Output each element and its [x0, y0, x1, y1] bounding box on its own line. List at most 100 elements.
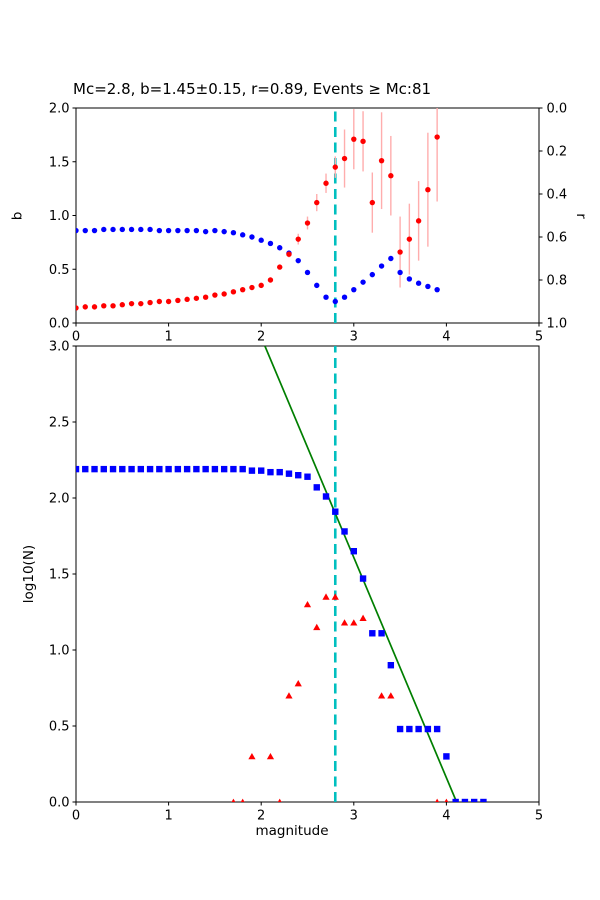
r-dot	[314, 199, 320, 206]
cumulative-square	[350, 548, 357, 555]
b-dot	[175, 227, 181, 234]
r-dot	[138, 300, 144, 307]
b-dot	[249, 234, 255, 240]
chart-title: Mc=2.8, b=1.45±0.15, r=0.89, Events ≥ Mc…	[73, 80, 432, 98]
cumulative-square	[109, 465, 117, 473]
b-dot	[230, 230, 237, 236]
right-tick-label: 1.0	[547, 317, 568, 332]
cumulative-square	[193, 465, 200, 473]
b-dot	[138, 226, 144, 233]
top-x-ticks: 0 1 2 3 4 5	[72, 323, 543, 345]
top-right-ticks: 0.0 0.2 0.4 0.6 0.8 1.0	[539, 102, 567, 332]
top-y-ticks: 0.0 0.5 1.0 1.5 2.0	[49, 102, 76, 332]
right-tick-label: 0.0	[547, 102, 568, 117]
r-dot	[332, 164, 338, 170]
y-tick-label: 2.0	[49, 492, 70, 507]
bottom-x-ticks: 0 1 2 3 4 5	[72, 802, 543, 824]
incremental-triangle	[359, 614, 367, 621]
cumulative-square	[174, 465, 182, 473]
b-dot	[425, 283, 431, 290]
x-tick-label: 3	[350, 809, 358, 824]
x-tick-label: 3	[350, 330, 358, 345]
r-dot	[249, 284, 255, 291]
cumulative-square	[267, 468, 274, 476]
incremental-triangle	[340, 619, 349, 626]
cumulative-square	[82, 465, 89, 473]
b-dot	[369, 271, 376, 278]
incremental-triangle	[435, 798, 440, 802]
r-dot	[221, 291, 227, 297]
x-tick-label: 5	[535, 809, 543, 824]
b-dot	[378, 263, 385, 269]
b-dot	[295, 257, 301, 264]
r-dot	[258, 282, 264, 289]
x-tick-label: 1	[164, 330, 172, 345]
b-dot	[267, 240, 274, 247]
y-tick-label: 2.5	[49, 416, 70, 431]
r-dot	[147, 299, 153, 306]
bottom-plot-frame	[75, 345, 540, 803]
r-dot	[425, 187, 431, 193]
b-dot	[101, 226, 107, 233]
cumulative-square	[369, 630, 376, 637]
cumulative-square	[230, 465, 237, 473]
incremental-triangle	[387, 692, 395, 699]
cumulative-square	[211, 465, 219, 473]
b-dot	[128, 226, 135, 233]
gr-fit-line	[264, 346, 458, 802]
bottom-y-ticks: 0.0 0.5 1.0 1.5 2.0 2.5 3.0	[49, 340, 76, 811]
cumulative-square	[248, 467, 256, 474]
r-dot	[323, 180, 329, 186]
r-dot	[156, 298, 163, 305]
cumulative-square	[322, 493, 330, 500]
b-dot	[110, 226, 116, 233]
r-dot	[378, 157, 385, 164]
r-dot	[101, 303, 107, 309]
b-dot	[156, 227, 163, 234]
cumulative-square	[137, 465, 145, 473]
cumulative-square	[119, 465, 126, 473]
r-dot	[351, 136, 357, 142]
cumulative-square	[341, 528, 348, 535]
cumulative-square	[332, 508, 339, 515]
incremental-triangle	[285, 692, 293, 699]
cumulative-square	[239, 465, 246, 473]
b-dot	[165, 227, 172, 234]
cumulative-square	[91, 465, 98, 473]
r-dot	[341, 155, 348, 162]
x-tick-label: 2	[257, 809, 265, 824]
cumulative-square	[470, 798, 478, 802]
right-tick-label: 0.8	[547, 274, 568, 289]
x-tick-label: 0	[72, 330, 80, 345]
top-plot: 0 1 2 3 4 5 0.0 0.5 1.0 1.5 2.0 0.0 0.2 0.4 0.6 0.8 1.0	[49, 102, 567, 345]
bottom-y-axis-label: log10(N)	[21, 544, 37, 604]
r-dot	[406, 236, 413, 242]
cumulative-square	[313, 484, 320, 491]
cumulative-square	[156, 465, 163, 473]
r-dot	[267, 277, 274, 283]
top-plot-frame	[75, 107, 540, 324]
r-dot	[128, 300, 135, 307]
y-tick-label: 2.0	[49, 102, 70, 117]
y-tick-label: 0.5	[49, 263, 70, 278]
y-tick-label: 1.5	[49, 155, 70, 170]
bottom-plot-series	[76, 346, 487, 802]
b-dot	[323, 294, 329, 300]
cumulative-square	[258, 467, 265, 474]
bottom-plot: 0 1 2 3 4 5 0.0 0.5 1.0 1.5 2.0 2.5 3.0	[49, 340, 543, 824]
incremental-triangle	[231, 798, 236, 802]
b-dot	[119, 226, 126, 233]
b-dot	[277, 245, 283, 251]
incremental-triangle	[266, 753, 275, 760]
x-tick-label: 2	[257, 330, 265, 345]
b-dot	[193, 227, 200, 234]
y-tick-label: 0.0	[49, 317, 70, 332]
top-right-axis-label: r	[572, 213, 589, 219]
cumulative-square	[480, 798, 487, 802]
b-dot	[341, 294, 348, 300]
cumulative-square	[285, 470, 293, 477]
r-dot	[239, 286, 246, 293]
b-dot	[388, 255, 394, 262]
cumulative-series	[76, 465, 487, 802]
